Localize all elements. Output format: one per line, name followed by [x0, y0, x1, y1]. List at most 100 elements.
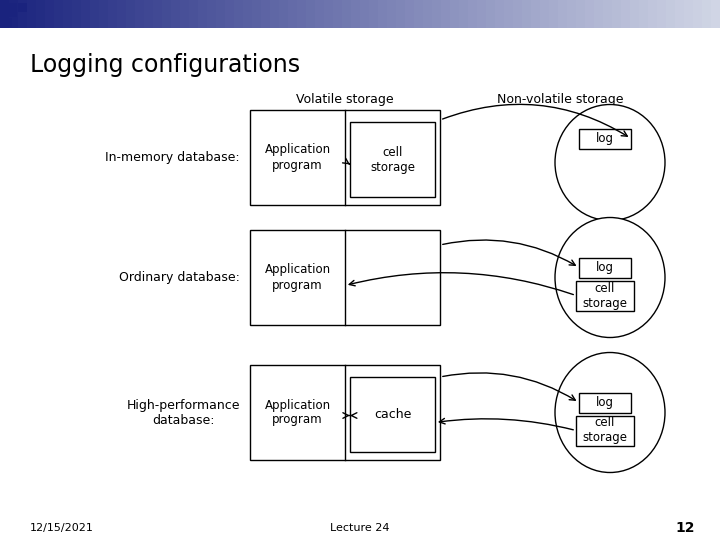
Bar	[405, 0, 415, 28]
Text: Ordinary database:: Ordinary database:	[119, 271, 240, 284]
Bar	[126, 0, 136, 28]
Bar	[594, 0, 604, 28]
Ellipse shape	[555, 353, 665, 472]
Bar	[369, 0, 379, 28]
Bar	[99, 0, 109, 28]
Bar	[250, 110, 440, 205]
Text: log: log	[596, 396, 614, 409]
Bar	[576, 0, 586, 28]
Bar	[270, 0, 280, 28]
Bar	[630, 0, 640, 28]
Bar	[648, 0, 658, 28]
Bar	[486, 0, 496, 28]
Bar	[0, 0, 10, 28]
Bar	[350, 122, 435, 197]
Bar	[117, 0, 127, 28]
Bar	[189, 0, 199, 28]
Bar	[603, 0, 613, 28]
Bar	[459, 0, 469, 28]
Text: Application
program: Application program	[264, 399, 330, 427]
Text: Logging configurations: Logging configurations	[30, 53, 300, 77]
Bar	[495, 0, 505, 28]
Text: cell
storage: cell storage	[370, 145, 415, 173]
Bar	[666, 0, 676, 28]
Bar	[54, 0, 64, 28]
Bar	[576, 280, 634, 310]
Ellipse shape	[555, 218, 665, 338]
Text: cache: cache	[374, 408, 411, 421]
Bar	[441, 0, 451, 28]
Bar	[18, 3, 27, 12]
Bar	[387, 0, 397, 28]
Bar	[711, 0, 720, 28]
Bar	[162, 0, 172, 28]
Bar	[36, 0, 46, 28]
Bar	[234, 0, 244, 28]
Bar	[324, 0, 334, 28]
Bar	[279, 0, 289, 28]
Bar	[216, 0, 226, 28]
Bar	[198, 0, 208, 28]
Bar	[171, 0, 181, 28]
Bar	[378, 0, 388, 28]
Bar	[423, 0, 433, 28]
Bar	[250, 230, 440, 325]
Bar	[3, 18, 12, 27]
Text: Application
program: Application program	[264, 264, 330, 292]
Bar	[342, 0, 352, 28]
Bar	[315, 0, 325, 28]
Bar	[621, 0, 631, 28]
Bar	[612, 0, 622, 28]
Bar	[252, 0, 262, 28]
Text: cell
storage: cell storage	[582, 281, 628, 309]
Text: Lecture 24: Lecture 24	[330, 523, 390, 533]
Bar	[432, 0, 442, 28]
Bar	[72, 0, 82, 28]
Bar	[360, 0, 370, 28]
Bar	[657, 0, 667, 28]
Bar	[585, 0, 595, 28]
Bar	[243, 0, 253, 28]
Bar	[702, 0, 712, 28]
Bar	[468, 0, 478, 28]
Bar	[180, 0, 190, 28]
Bar	[414, 0, 424, 28]
Bar	[567, 0, 577, 28]
Bar	[558, 0, 568, 28]
Text: In-memory database:: In-memory database:	[105, 151, 240, 164]
Bar	[108, 0, 118, 28]
Text: Non-volatile storage: Non-volatile storage	[497, 93, 624, 106]
Bar	[9, 0, 19, 28]
Bar	[3, 3, 17, 17]
Bar	[144, 0, 154, 28]
Bar	[549, 0, 559, 28]
Ellipse shape	[555, 105, 665, 220]
Bar	[477, 0, 487, 28]
Text: cell
storage: cell storage	[582, 416, 628, 444]
Bar	[261, 0, 271, 28]
Bar	[90, 0, 100, 28]
Bar	[225, 0, 235, 28]
Bar	[576, 415, 634, 445]
Bar	[153, 0, 163, 28]
Bar	[531, 0, 541, 28]
Bar	[45, 0, 55, 28]
Bar	[27, 0, 37, 28]
Bar	[693, 0, 703, 28]
Text: log: log	[596, 261, 614, 274]
Text: Application
program: Application program	[264, 144, 330, 172]
Bar	[504, 0, 514, 28]
Bar	[297, 0, 307, 28]
Bar	[81, 0, 91, 28]
Bar	[684, 0, 694, 28]
Text: log: log	[596, 132, 614, 145]
Bar	[351, 0, 361, 28]
Bar	[579, 393, 631, 413]
Text: Volatile storage: Volatile storage	[296, 93, 394, 106]
Bar	[306, 0, 316, 28]
Bar	[675, 0, 685, 28]
Bar	[333, 0, 343, 28]
Bar	[18, 0, 28, 28]
Bar	[540, 0, 550, 28]
Bar	[522, 0, 532, 28]
